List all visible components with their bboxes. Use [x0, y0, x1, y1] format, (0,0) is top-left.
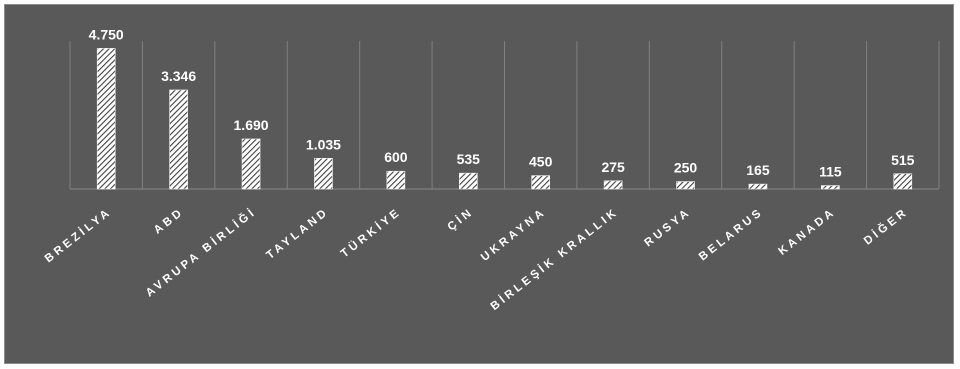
bar	[314, 158, 333, 190]
tick-label: TÜRKİYE	[338, 205, 403, 260]
bar	[96, 48, 116, 190]
bar	[386, 170, 406, 190]
data-label: 1.035	[306, 136, 341, 152]
tick-label: BİRLEŞİK KRALLIK	[488, 205, 621, 313]
data-label: 1.690	[234, 117, 269, 133]
bar	[458, 172, 478, 190]
tick-label: TAYLAND	[264, 206, 331, 262]
tick-label: KANADA	[776, 206, 838, 258]
chart-area: 4.750 3.346 1.690 1.035 600 535 450 275 250 165 11…	[4, 4, 954, 364]
bar	[676, 181, 695, 190]
bar-chart: 4.750 3.346 1.690 1.035 600 535 450 275 250 165 11…	[42, 26, 940, 313]
tick-label: RUSYA	[643, 206, 694, 249]
tick-label: ABD	[152, 206, 187, 237]
tick-label: BREZİLYA	[42, 205, 114, 265]
bar	[169, 89, 188, 190]
data-label: 600	[384, 149, 408, 165]
data-label: 4.750	[89, 26, 124, 42]
bars	[96, 48, 913, 190]
bar	[821, 185, 840, 190]
data-label: 535	[457, 151, 481, 167]
data-label: 115	[819, 164, 842, 180]
tick-label: BELARUS	[697, 206, 766, 263]
data-label: 275	[601, 159, 625, 175]
data-labels: 4.750 3.346 1.690 1.035 600 535 450 275 250 165 11…	[89, 26, 915, 179]
bar	[893, 173, 913, 190]
data-label: 165	[746, 162, 770, 178]
data-label: 250	[674, 160, 698, 176]
tick-label: UKRAYNA	[479, 206, 549, 264]
tick-label: DİĞER	[861, 205, 910, 248]
data-label: 3.346	[161, 68, 196, 84]
data-label: 515	[891, 152, 915, 168]
bar	[241, 138, 261, 190]
data-label: 450	[529, 154, 553, 170]
grid	[69, 41, 940, 190]
tick-label: ÇİN	[445, 205, 476, 233]
bar	[531, 175, 551, 190]
bar	[603, 180, 623, 190]
bar	[748, 183, 768, 190]
